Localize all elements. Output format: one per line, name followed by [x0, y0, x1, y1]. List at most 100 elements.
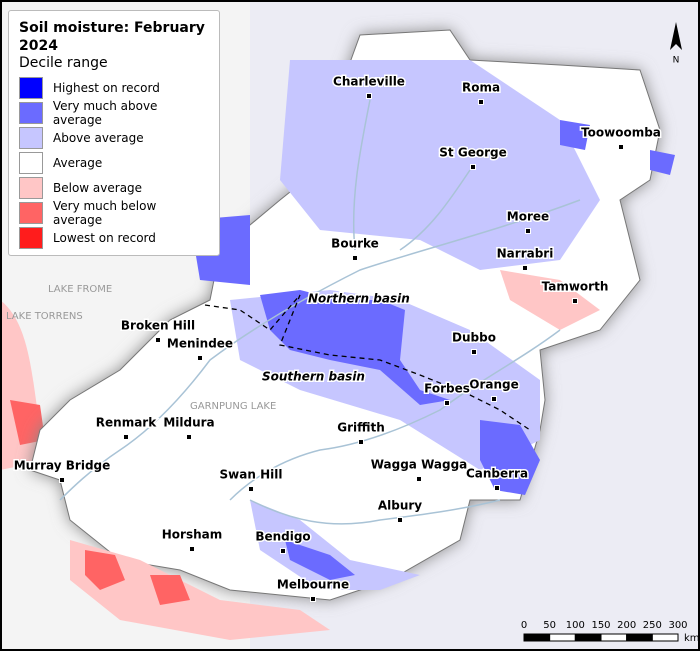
legend-items: Highest on record Very much above average…	[19, 75, 209, 250]
scale-bar: 0 50 100 150 200 250 300 km	[521, 620, 700, 644]
town-marker	[397, 517, 403, 523]
legend-item: Lowest on record	[19, 225, 209, 250]
legend-label: Below average	[53, 180, 143, 195]
town-label: Orange	[469, 378, 519, 392]
legend-label: Very much below average	[52, 198, 157, 227]
scale-segment	[626, 633, 653, 642]
town-label: Wagga Wagga	[371, 458, 468, 472]
town-marker	[248, 486, 254, 492]
town-marker	[470, 164, 476, 170]
town-marker	[123, 434, 129, 440]
town-label: Griffith	[337, 421, 385, 435]
town-marker	[186, 434, 192, 440]
town-marker	[572, 298, 578, 304]
legend-item: Highest on record	[19, 75, 209, 100]
town-label: Charleville	[333, 75, 405, 89]
town-label: Toowoomba	[581, 126, 661, 140]
town-marker	[197, 355, 203, 361]
town-marker	[352, 255, 358, 261]
legend-subtitle: Decile range	[19, 55, 108, 71]
town-label: Broken Hill	[121, 319, 195, 333]
town-label: Menindee	[167, 337, 233, 351]
vic-above	[250, 500, 420, 590]
scale-unit: km	[684, 633, 700, 644]
town-marker	[618, 144, 624, 150]
legend-label: Above average	[53, 130, 144, 145]
town-label: Tamworth	[542, 280, 609, 294]
legend-swatch	[19, 151, 43, 174]
town-marker	[416, 476, 422, 482]
town-label: Renmark	[96, 416, 157, 430]
scale-label: 150	[591, 620, 610, 631]
town-label: Forbes	[424, 382, 470, 396]
town-layer: Charleville Roma Toowoomba St George Moree Bo…	[12, 73, 662, 602]
lake-label: GARNPUNG LAKE	[190, 401, 276, 412]
map-title: Soil moisture: February 2024	[19, 20, 205, 54]
town-label: Canberra	[466, 467, 528, 481]
legend-swatch	[19, 201, 43, 224]
scale-segment	[549, 633, 576, 642]
legend-label: Average	[53, 155, 103, 170]
town-label: Roma	[462, 81, 500, 95]
basin-divide	[204, 294, 531, 431]
town-marker	[280, 548, 286, 554]
basin-very-above	[260, 290, 450, 405]
town-label: Narrabri	[497, 247, 554, 261]
town-marker	[522, 265, 528, 271]
legend-item: Average	[19, 150, 209, 175]
sa-red	[10, 400, 45, 445]
town-label: Melbourne	[277, 578, 349, 592]
legend-label: Highest on record	[53, 80, 160, 95]
town-marker	[310, 596, 316, 602]
scale-label: 50	[543, 620, 556, 631]
lake-label: LAKE TORRENS	[6, 311, 83, 322]
scale-label: 200	[617, 620, 636, 631]
town-marker	[471, 349, 477, 355]
town-label: Bendigo	[255, 530, 310, 544]
town-label: St George	[439, 146, 506, 160]
lake-label: LAKE FROME	[48, 284, 112, 295]
town-label: Swan Hill	[220, 468, 283, 482]
town-marker	[59, 477, 65, 483]
town-marker	[525, 228, 531, 234]
canberra-very-above	[480, 420, 540, 495]
legend-swatch	[19, 126, 43, 149]
scale-label: 300	[668, 620, 687, 631]
rivers	[59, 99, 581, 525]
legend-label: Lowest on record	[53, 230, 156, 245]
scale-segment	[600, 633, 628, 642]
legend-item: Very much above average	[19, 99, 209, 127]
legend-swatch	[19, 101, 43, 124]
town-marker	[491, 396, 497, 402]
bendigo-very-above	[285, 540, 355, 580]
town-label: Moree	[507, 210, 549, 224]
legend: Soil moisture: February 2024 Decile rang…	[8, 10, 220, 256]
scale-label: 250	[643, 620, 662, 631]
town-label: Albury	[378, 499, 422, 513]
town-marker	[155, 337, 161, 343]
town-label: Horsham	[162, 528, 223, 542]
legend-item: Very much below average	[19, 198, 209, 227]
region-label: Northern basin	[308, 292, 410, 306]
town-marker	[189, 546, 195, 552]
scale-segment	[651, 633, 679, 642]
town-label: Bourke	[331, 237, 379, 251]
scale-label: 0	[521, 620, 527, 631]
town-label: Mildura	[163, 416, 214, 430]
legend-item: Below average	[19, 175, 209, 200]
tamworth-below	[500, 270, 600, 330]
legend-item: Above average	[19, 125, 209, 150]
qld-very-above	[560, 120, 675, 175]
region-label: Southern basin	[262, 370, 365, 384]
scale-segment	[574, 633, 602, 642]
legend-swatch	[19, 176, 43, 199]
town-marker	[444, 400, 450, 406]
north-arrow	[670, 22, 682, 50]
vic-very-below	[85, 550, 190, 605]
scale-label: 100	[566, 620, 585, 631]
vic-below	[70, 540, 330, 640]
town-label: Murray Bridge	[14, 459, 111, 473]
town-label: Dubbo	[452, 331, 496, 345]
